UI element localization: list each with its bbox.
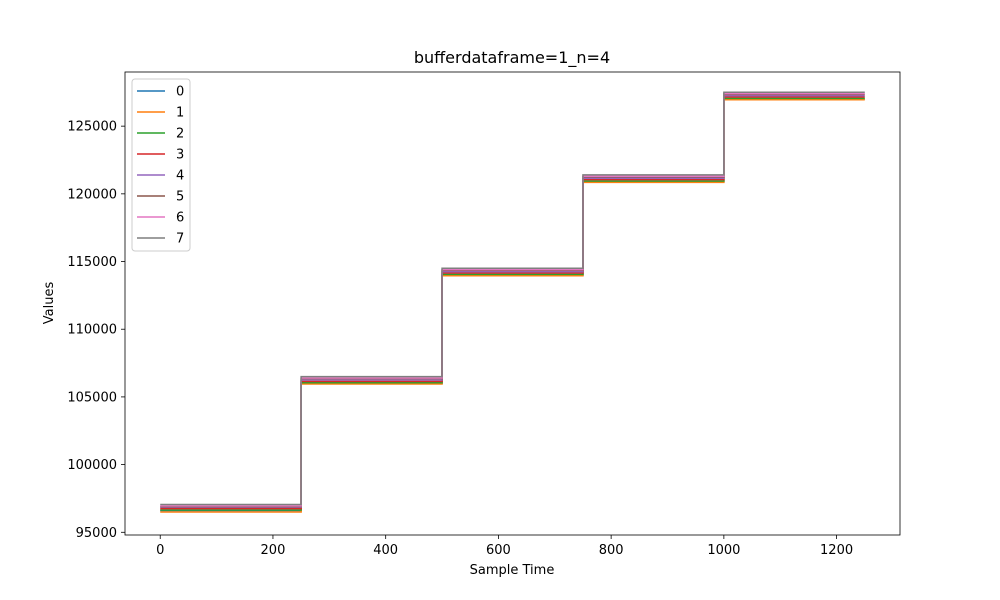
- series-line-3: [160, 96, 865, 510]
- y-axis-label: Values: [42, 282, 57, 325]
- y-tick-label: 115000: [67, 255, 117, 270]
- legend-label-7: 7: [176, 232, 184, 247]
- series-line-4: [160, 94, 865, 508]
- legend-label-2: 2: [176, 127, 184, 142]
- series-line-2: [160, 97, 865, 511]
- x-tick-label: 0: [156, 543, 164, 558]
- plot-frame: [124, 71, 901, 536]
- y-tick-label: 120000: [67, 187, 117, 202]
- series-line-0: [160, 98, 865, 512]
- y-tick-label: 110000: [67, 323, 117, 338]
- legend-label-1: 1: [176, 106, 184, 121]
- series-line-5: [160, 93, 865, 508]
- x-tick-label: 1200: [820, 543, 853, 558]
- legend-label-4: 4: [176, 169, 184, 184]
- y-tick-label: 95000: [76, 526, 117, 541]
- y-tick-label: 100000: [67, 458, 117, 473]
- chart-title: bufferdataframe=1_n=4: [414, 48, 610, 68]
- legend: 0 1 2 3 4 5 6 7: [131, 78, 191, 252]
- x-tick-label: 600: [486, 543, 511, 558]
- y-axis: 95000 100000 105000 110000 115000 120000 12500…: [67, 120, 125, 541]
- x-tick-label: 400: [373, 543, 398, 558]
- y-tick-label: 125000: [67, 120, 117, 135]
- x-tick-label: 800: [599, 543, 624, 558]
- x-tick-label: 200: [261, 543, 286, 558]
- x-axis: 0 200 400 600 800 1000 1200: [156, 535, 853, 558]
- legend-box: [131, 78, 191, 252]
- x-axis-label: Sample Time: [470, 563, 555, 578]
- legend-label-6: 6: [176, 211, 184, 226]
- legend-label-0: 0: [176, 85, 184, 100]
- x-tick-label: 1000: [707, 543, 740, 558]
- y-tick-label: 105000: [67, 390, 117, 405]
- series-line-7: [160, 91, 865, 506]
- legend-label-3: 3: [176, 148, 184, 163]
- legend-label-5: 5: [176, 190, 184, 205]
- series-line-1: [160, 99, 865, 513]
- plot-area: [124, 71, 901, 536]
- series-line-6: [160, 92, 865, 507]
